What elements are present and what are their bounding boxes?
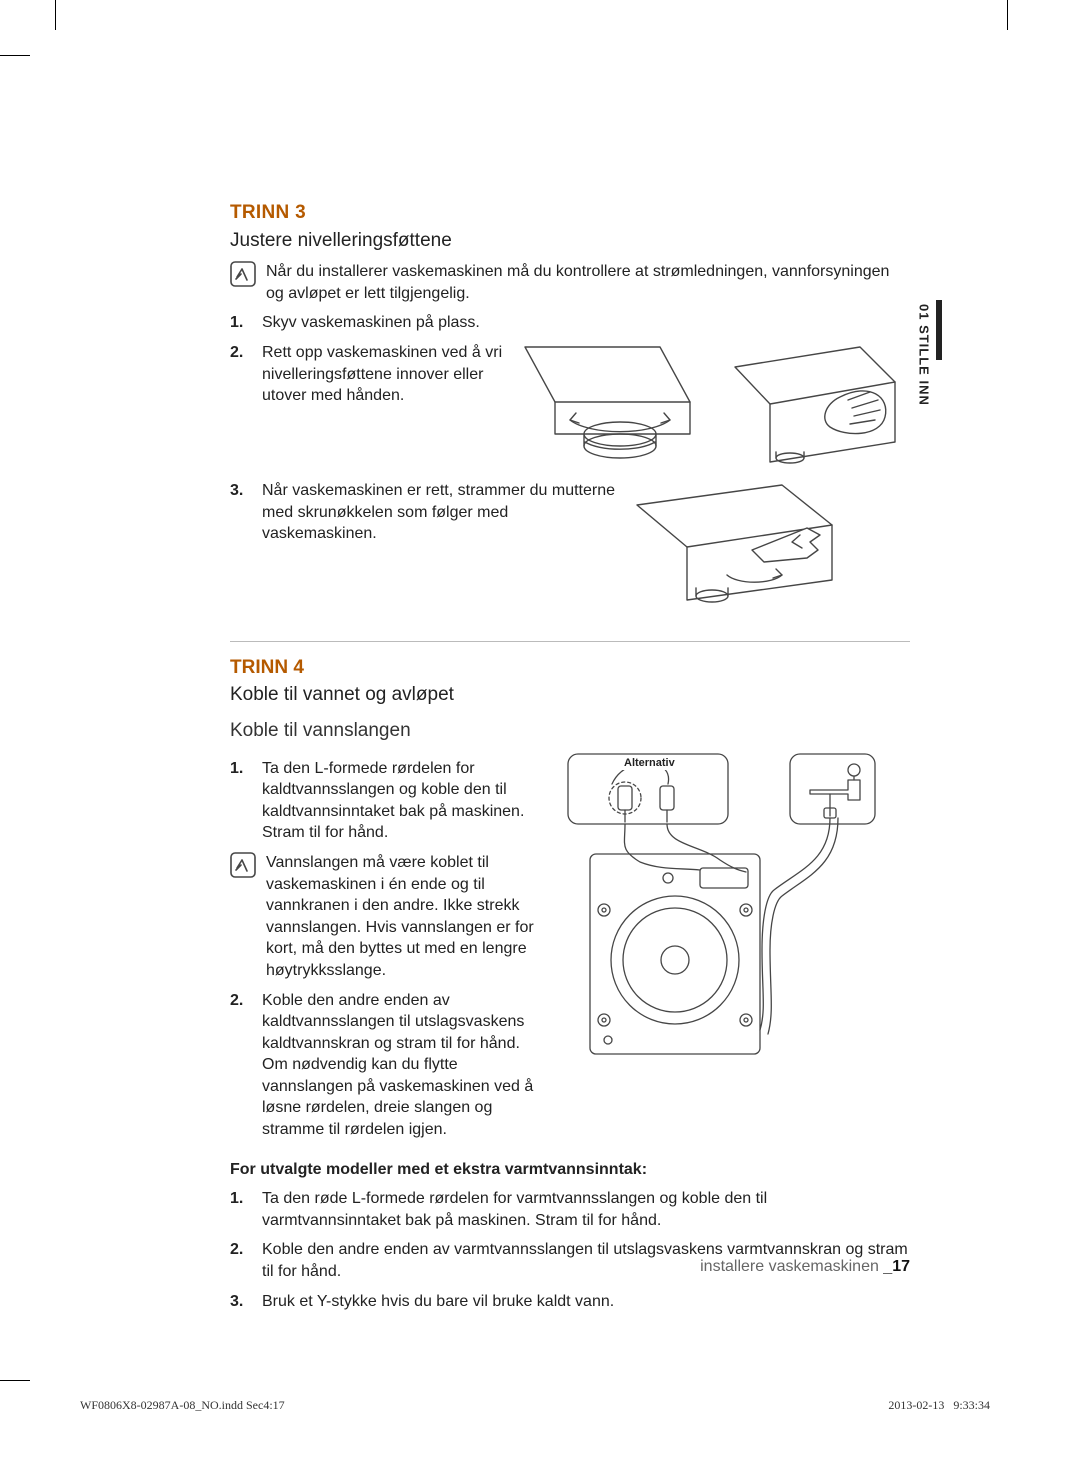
step-number: 1.: [230, 758, 252, 844]
footer-section: installere vaskemaskinen _: [700, 1258, 892, 1275]
footer-page: 17: [892, 1258, 910, 1275]
trinn4-steps-a: 1. Ta den L-formede rørdelen for kaldtva…: [230, 758, 550, 844]
step-text: Ta den L-formede rørdelen for kaldtvanns…: [262, 758, 550, 844]
trinn4-row: 1. Ta den L-formede rørdelen for kaldtva…: [230, 750, 910, 1141]
side-tab-label: 01 STILLE INN: [917, 304, 932, 406]
step-number: 2.: [230, 342, 252, 472]
trinn3-figures: [520, 342, 910, 472]
list-item: 1. Ta den L-formede rørdelen for kaldtva…: [230, 758, 550, 844]
trinn3-block: TRINN 3 Justere nivelleringsføttene Når …: [230, 200, 910, 617]
list-item: 2. Koble den andre enden av kaldtvannssl…: [230, 990, 550, 1141]
print-time: 9:33:34: [953, 1398, 990, 1412]
trinn4-extra-steps: 1. Ta den røde L-formede rørdelen for va…: [230, 1188, 910, 1312]
step-number: 3.: [230, 1291, 252, 1313]
step-text: Koble den andre enden av kaldtvannsslang…: [262, 990, 550, 1141]
trinn4-block: TRINN 4 Koble til vannet og avløpet Kobl…: [230, 655, 910, 1313]
list-item: 3. Bruk et Y-stykke hvis du bare vil bru…: [230, 1291, 910, 1313]
step-text: Ta den røde L-formede rørdelen for varmt…: [262, 1188, 910, 1231]
step-number: 1.: [230, 1188, 252, 1231]
content-area: TRINN 3 Justere nivelleringsføttene Når …: [230, 200, 910, 1312]
hand-adjust-illustration: [730, 342, 910, 472]
trinn3-note-text: Når du installerer vaskemaskinen må du k…: [266, 261, 910, 304]
step-text: Bruk et Y-stykke hvis du bare vil bruke …: [262, 1291, 910, 1313]
trinn4-note-text: Vannslangen må være koblet til vaskemask…: [266, 852, 550, 982]
crop-mark: [55, 0, 56, 30]
trinn4-text-col: 1. Ta den L-formede rørdelen for kaldtva…: [230, 750, 550, 1141]
trinn4-subhead: Koble til vannslangen: [230, 718, 910, 744]
list-item: 1. Ta den røde L-formede rørdelen for va…: [230, 1188, 910, 1231]
step-number: 1.: [230, 312, 252, 334]
spacer: [230, 1141, 910, 1159]
section-divider: [230, 641, 910, 642]
trinn4-steps-b: 2. Koble den andre enden av kaldtvannssl…: [230, 990, 550, 1141]
diagram-alt-label: Alternativ: [622, 756, 677, 771]
step-text: Når vaskemaskinen er rett, strammer du m…: [262, 480, 622, 545]
list-item: 1. Skyv vaskemaskinen på plass.: [230, 312, 910, 334]
crop-mark: [0, 55, 30, 56]
trinn4-note: Vannslangen må være koblet til vaskemask…: [230, 852, 550, 982]
page: 01 STILLE INN TRINN 3 Justere nivellerin…: [0, 0, 1080, 1461]
trinn4-title: TRINN 4: [230, 655, 910, 681]
note-icon: [230, 261, 256, 304]
print-file: WF0806X8-02987A-08_NO.indd Sec4:17: [80, 1398, 285, 1413]
trinn3-title: TRINN 3: [230, 200, 910, 226]
leveling-foot-illustration: [520, 342, 710, 472]
hookup-diagram: Alternativ: [560, 750, 880, 1077]
print-date: 2013-02-13: [888, 1398, 944, 1412]
step3-row: Når vaskemaskinen er rett, strammer du m…: [262, 480, 910, 617]
step-number: 2.: [230, 990, 252, 1141]
wrench-illustration: [632, 480, 842, 610]
print-datetime: 2013-02-13 9:33:34: [888, 1398, 990, 1413]
extra-heading: For utvalgte modeller med et ekstra varm…: [230, 1159, 910, 1181]
side-tab: 01 STILLE INN: [916, 300, 942, 590]
print-footer: WF0806X8-02987A-08_NO.indd Sec4:17 2013-…: [80, 1398, 990, 1413]
list-item: 2. Rett opp vaskemaskinen ved å vri nive…: [230, 342, 910, 472]
note-icon: [230, 852, 256, 982]
step-text: Skyv vaskemaskinen på plass.: [262, 312, 910, 334]
trinn3-subtitle: Justere nivelleringsføttene: [230, 228, 910, 254]
crop-mark: [0, 1380, 30, 1381]
trinn3-figure-wrench: [632, 480, 842, 617]
step-number: 3.: [230, 480, 252, 617]
hookup-illustration: [560, 750, 880, 1070]
step2-row: Rett opp vaskemaskinen ved å vri nivelle…: [262, 342, 910, 472]
page-footer: installere vaskemaskinen _17: [700, 1258, 910, 1276]
trinn3-note: Når du installerer vaskemaskinen må du k…: [230, 261, 910, 304]
crop-mark: [1007, 0, 1008, 30]
side-tab-bar: [936, 300, 942, 360]
trinn4-subtitle: Koble til vannet og avløpet: [230, 682, 910, 708]
step-number: 2.: [230, 1239, 252, 1282]
list-item: 3. Når vaskemaskinen er rett, strammer d…: [230, 480, 910, 617]
trinn3-steps: 1. Skyv vaskemaskinen på plass. 2. Rett …: [230, 312, 910, 616]
step-text: Rett opp vaskemaskinen ved å vri nivelle…: [262, 342, 510, 407]
